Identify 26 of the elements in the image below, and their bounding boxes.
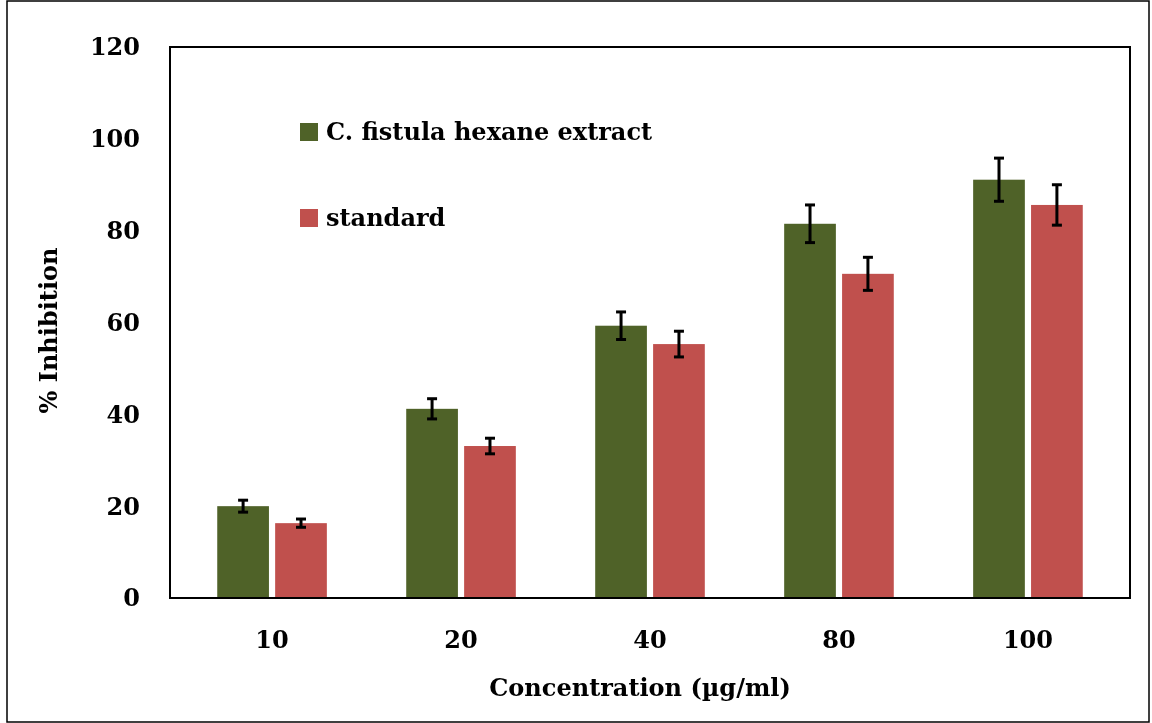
bar	[464, 446, 516, 598]
x-tick-label: 80	[822, 625, 856, 654]
bar	[406, 408, 458, 598]
y-axis-title: % Inhibition	[34, 247, 63, 414]
bar	[1031, 204, 1083, 598]
y-tick-label: 60	[106, 307, 140, 337]
y-tick-label: 0	[123, 583, 140, 613]
x-tick-label: 20	[444, 625, 478, 654]
bar	[784, 223, 836, 598]
bar	[653, 344, 705, 598]
y-tick-label: 40	[106, 399, 140, 429]
x-tick-label: 40	[633, 625, 667, 654]
bar	[973, 179, 1025, 598]
bar	[595, 325, 647, 598]
legend-label: standard	[326, 203, 446, 233]
bar	[275, 523, 327, 598]
x-tick-label: 10	[255, 625, 289, 654]
y-tick-label: 80	[106, 216, 140, 246]
bar	[217, 506, 269, 598]
x-axis-title: Concentration (µg/ml)	[489, 673, 791, 702]
y-tick-label: 120	[89, 32, 140, 62]
y-tick-label: 20	[106, 491, 140, 521]
y-tick-label: 100	[89, 124, 140, 154]
x-tick-label: 100	[1002, 625, 1054, 654]
bar	[842, 273, 894, 598]
legend-label: C. fistula hexane extract	[326, 117, 653, 147]
